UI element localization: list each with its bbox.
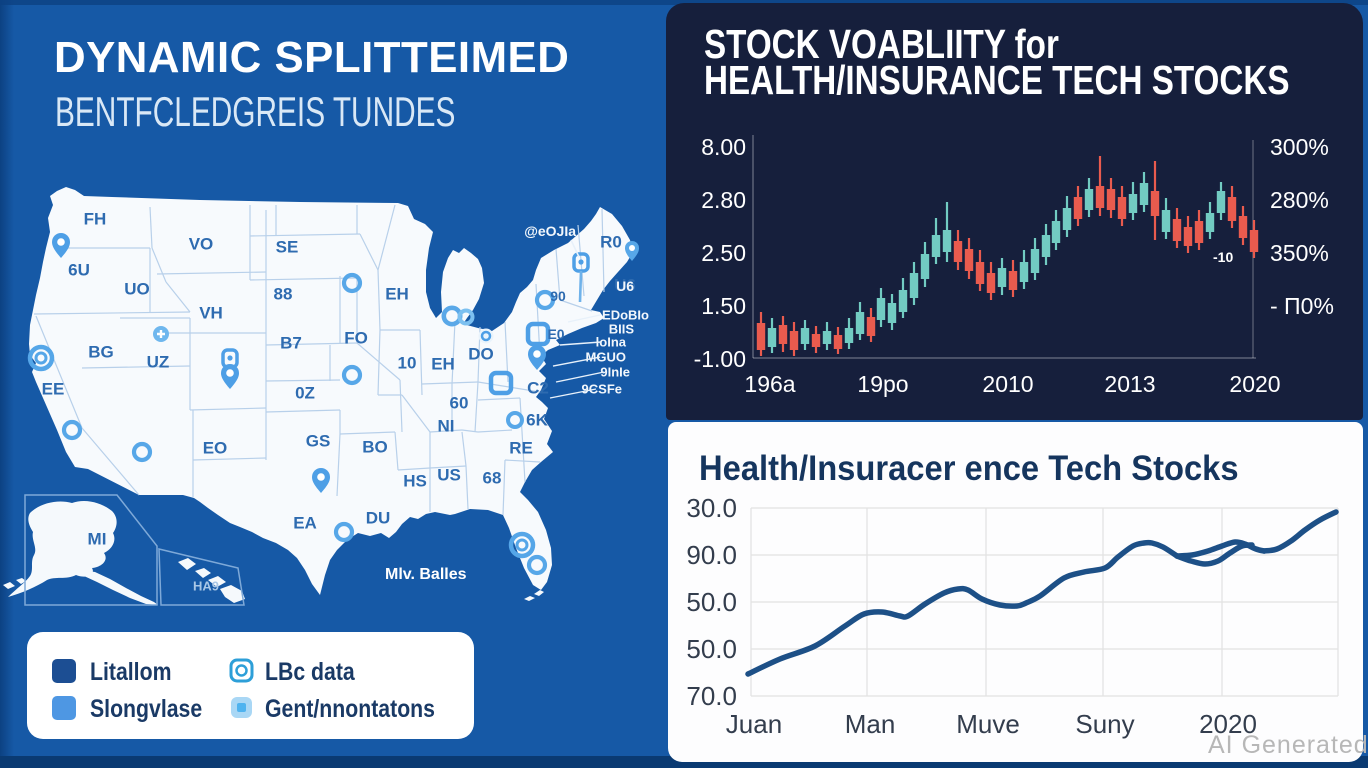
svg-text:6U: 6U <box>68 261 90 280</box>
svg-text:Muve: Muve <box>956 709 1020 739</box>
svg-text:-10: -10 <box>1213 249 1233 265</box>
svg-text:2.50: 2.50 <box>701 240 746 266</box>
svg-text:19po: 19po <box>857 371 908 397</box>
svg-text:BO: BO <box>362 438 388 457</box>
svg-text:B7: B7 <box>280 334 302 353</box>
svg-text:EDoBIo: EDoBIo <box>602 308 649 323</box>
svg-text:280%: 280% <box>1270 187 1329 213</box>
svg-text:70.0: 70.0 <box>686 681 737 711</box>
svg-text:UO: UO <box>124 280 150 299</box>
svg-text:2013: 2013 <box>1104 371 1155 397</box>
svg-text:2020: 2020 <box>1199 709 1257 739</box>
svg-text:50.0: 50.0 <box>686 634 737 664</box>
svg-text:R0: R0 <box>600 233 622 252</box>
svg-text:2020: 2020 <box>1229 371 1280 397</box>
svg-text:VH: VH <box>199 304 223 323</box>
svg-text:loIna: loIna <box>596 335 627 350</box>
svg-text:Man: Man <box>845 709 896 739</box>
svg-text:9CSFe: 9CSFe <box>582 382 622 397</box>
svg-text:GS: GS <box>306 432 331 451</box>
svg-text:US: US <box>437 466 461 485</box>
svg-text:68: 68 <box>483 469 502 488</box>
svg-text:MI: MI <box>88 530 107 549</box>
svg-text:2010: 2010 <box>982 371 1033 397</box>
svg-text:50.0: 50.0 <box>686 587 737 617</box>
svg-text:EH: EH <box>385 285 409 304</box>
svg-text:U6: U6 <box>614 276 636 295</box>
svg-text:HS: HS <box>403 472 427 491</box>
svg-text:C2: C2 <box>527 379 549 398</box>
svg-text:6K: 6K <box>526 411 548 430</box>
svg-text:RE: RE <box>509 439 533 458</box>
svg-text:FH: FH <box>84 210 107 229</box>
svg-text:E0: E0 <box>547 326 564 342</box>
svg-text:350%: 350% <box>1270 240 1329 266</box>
svg-text:HA9: HA9 <box>193 579 219 594</box>
svg-text:DO: DO <box>468 345 494 364</box>
svg-text:NI: NI <box>438 417 455 436</box>
svg-text:88: 88 <box>274 285 293 304</box>
svg-text:U6: U6 <box>616 278 634 294</box>
svg-text:@eOJIa: @eOJIa <box>524 223 576 239</box>
svg-text:FO: FO <box>344 329 368 348</box>
svg-text:9InIe: 9InIe <box>600 365 630 380</box>
svg-text:MGUO: MGUO <box>586 350 626 365</box>
svg-text:DU: DU <box>366 509 391 528</box>
svg-text:Suny: Suny <box>1075 709 1134 739</box>
svg-text:EE: EE <box>42 380 65 399</box>
svg-text:30.0: 30.0 <box>686 493 737 523</box>
svg-text:EH: EH <box>431 355 455 374</box>
svg-text:VO: VO <box>189 235 214 254</box>
svg-text:0Z: 0Z <box>295 384 315 403</box>
svg-text:8.00: 8.00 <box>701 134 746 160</box>
svg-text:60: 60 <box>450 394 469 413</box>
svg-text:10: 10 <box>398 354 417 373</box>
svg-text:90: 90 <box>550 288 566 304</box>
svg-text:BG: BG <box>88 343 114 362</box>
svg-text:- Π0%: - Π0% <box>1270 293 1334 319</box>
svg-text:Mlv. Balles: Mlv. Balles <box>385 566 467 583</box>
svg-text:300%: 300% <box>1270 134 1329 160</box>
svg-text:UZ: UZ <box>147 353 170 372</box>
svg-text:196a: 196a <box>744 371 795 397</box>
svg-text:1.50: 1.50 <box>701 293 746 319</box>
svg-text:BIIS: BIIS <box>609 322 635 337</box>
svg-text:EA: EA <box>293 514 317 533</box>
svg-text:90.0: 90.0 <box>686 540 737 570</box>
svg-text:EO: EO <box>203 439 228 458</box>
svg-text:2.80: 2.80 <box>701 187 746 213</box>
svg-text:-1.00: -1.00 <box>694 346 746 372</box>
svg-text:Juan: Juan <box>726 709 782 739</box>
svg-text:SE: SE <box>276 238 299 257</box>
